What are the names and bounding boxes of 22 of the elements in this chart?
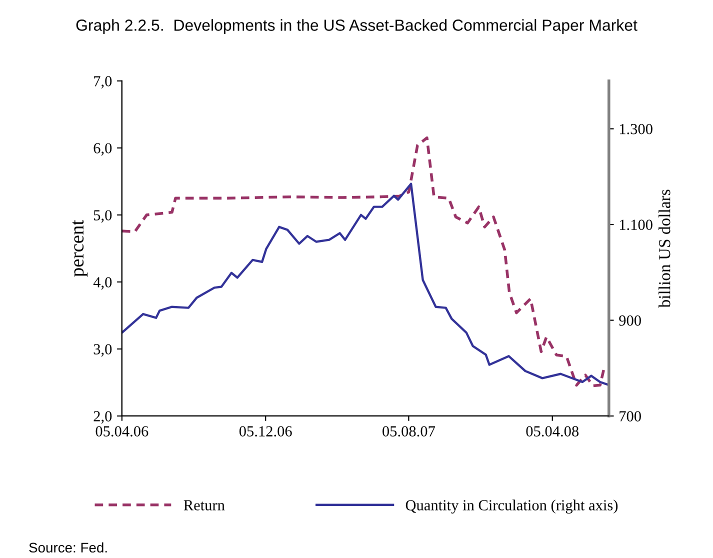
source-note: Source: Fed. (29, 542, 107, 553)
y-axis-title: percent (72, 220, 88, 277)
y2-axis-title: billion US dollars (658, 190, 670, 308)
x-tick-label: 05.12.06 (239, 426, 292, 437)
x-tick-label: 05.04.06 (96, 426, 148, 437)
line-series (122, 136, 606, 388)
line-series (122, 182, 609, 386)
y2-tick-label: 900 (619, 315, 641, 326)
y-tick-label: 2,0 (94, 411, 112, 424)
x-tick-label: 05.04.08 (526, 426, 579, 437)
legend-label: Return (184, 500, 225, 510)
y2-tick-label: 1.100 (620, 220, 652, 230)
x-tick-label: 05.08.07 (382, 426, 435, 437)
y2-tick-label: 700 (620, 411, 641, 422)
y-tick-label: 7,0 (94, 76, 112, 89)
y-tick-label: 6,0 (94, 143, 112, 156)
y-tick-label: 5,0 (94, 210, 112, 223)
y-tick-label: 4,0 (93, 277, 112, 290)
y2-tick-label: 1.300 (620, 124, 652, 134)
legend-label: Quantity in Circulation (right axis) (406, 500, 618, 514)
chart-title: Graph 2.2.5. Developments in the US Asset-Backed Commercial Paper Market (76, 19, 638, 34)
y-tick-label: 3,0 (94, 344, 112, 357)
